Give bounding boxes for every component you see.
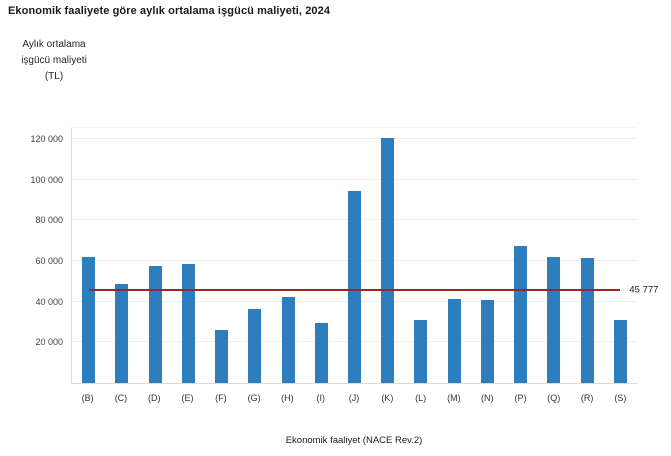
x-tick-label: (K) bbox=[381, 393, 394, 403]
bar-p bbox=[514, 245, 528, 383]
bar-m bbox=[447, 298, 461, 383]
x-tick-label: (M) bbox=[447, 393, 461, 403]
bar-b bbox=[82, 256, 96, 383]
bar-i bbox=[314, 323, 328, 383]
bar-d bbox=[148, 266, 162, 383]
x-tick-label: (F) bbox=[215, 393, 227, 403]
bar-k bbox=[381, 137, 395, 383]
x-tick-label: (L) bbox=[415, 393, 427, 403]
bar-e bbox=[181, 264, 195, 383]
x-tick-label: (D) bbox=[147, 393, 161, 403]
bar-g bbox=[248, 308, 262, 383]
x-tick-label: (Q) bbox=[547, 393, 561, 403]
bar-r bbox=[580, 257, 594, 383]
x-tick-label: (H) bbox=[281, 393, 294, 403]
plot-area: 120 000 100 000 80 000 60 000 40 000 20 000 4… bbox=[30, 127, 658, 384]
average-line-label: 45 777 bbox=[629, 284, 659, 296]
x-tick-label: (C) bbox=[114, 393, 128, 403]
bar-column bbox=[271, 128, 304, 383]
x-tick-label: (B) bbox=[81, 393, 94, 403]
x-tick-label: (G) bbox=[247, 393, 261, 403]
bar-column bbox=[205, 128, 238, 383]
bar-column bbox=[438, 128, 471, 383]
average-line: 45 777 bbox=[88, 284, 658, 295]
y-axis-title-line-2: işgücü maliyeti bbox=[21, 55, 87, 67]
bar-s bbox=[613, 319, 627, 383]
x-tick-label: (N) bbox=[480, 393, 494, 403]
y-tick-label: 40 000 bbox=[35, 296, 63, 307]
y-tick-label: 120 000 bbox=[30, 133, 63, 144]
x-tick-label: (E) bbox=[181, 393, 194, 403]
y-tick-label: 100 000 bbox=[30, 174, 63, 185]
x-tick-label: (P) bbox=[514, 393, 527, 403]
y-axis-title-line-3: (TL) bbox=[44, 71, 64, 83]
chart-title: Ekonomik faaliyete göre aylık ortalama i… bbox=[8, 5, 331, 17]
x-tick-label: (S) bbox=[614, 393, 627, 403]
bar-column bbox=[72, 128, 105, 383]
bar-column bbox=[471, 128, 504, 383]
bar-c bbox=[115, 284, 129, 383]
x-axis-title: Ekonomik faaliyet (NACE Rev.2) bbox=[285, 435, 423, 446]
y-axis-title: Aylık ortalama işgücü maliyeti (TL) bbox=[12, 37, 96, 86]
x-axis-tick-labels: (B) (C) (D) (E) (F) (G) (H) (I) (J) (K) (L) (M) (N) (… bbox=[71, 384, 637, 403]
bar-column bbox=[238, 128, 271, 383]
y-axis-tick-labels: 120 000 100 000 80 000 60 000 40 000 20 000 bbox=[2, 128, 63, 383]
bar-column bbox=[105, 128, 138, 383]
bar-series bbox=[72, 128, 637, 383]
bar-f bbox=[215, 330, 229, 383]
bar-h bbox=[281, 296, 295, 383]
bar-column bbox=[371, 128, 404, 383]
y-tick-label: 60 000 bbox=[35, 256, 63, 266]
y-tick-label: 80 000 bbox=[35, 215, 63, 226]
bar-column bbox=[138, 128, 171, 383]
bar-column bbox=[404, 128, 437, 383]
bar-column bbox=[571, 128, 604, 383]
y-axis-title-line-1: Aylık ortalama bbox=[22, 39, 86, 50]
gridline bbox=[72, 178, 637, 180]
bar-column bbox=[604, 128, 637, 383]
bar-column bbox=[172, 128, 205, 383]
bar-n bbox=[480, 299, 494, 383]
bar-q bbox=[547, 256, 561, 383]
y-tick-label: 20 000 bbox=[35, 337, 63, 348]
bar-column bbox=[504, 128, 537, 383]
x-tick-label: (J) bbox=[348, 393, 360, 403]
gridline bbox=[72, 137, 637, 139]
x-tick-label: (R) bbox=[580, 393, 594, 403]
bar-column bbox=[305, 128, 338, 383]
bar-column bbox=[537, 128, 570, 383]
bar-column bbox=[338, 128, 371, 383]
x-tick-label: (I) bbox=[316, 393, 325, 403]
bar-j bbox=[347, 190, 361, 383]
bar-l bbox=[414, 319, 428, 383]
